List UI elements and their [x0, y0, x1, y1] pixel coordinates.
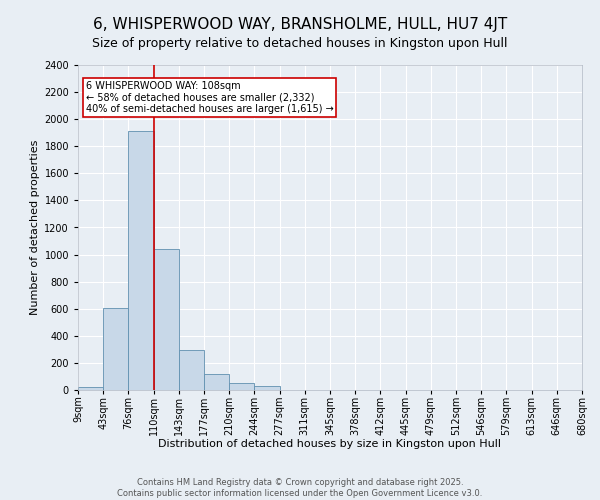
Text: Contains HM Land Registry data © Crown copyright and database right 2025.
Contai: Contains HM Land Registry data © Crown c…: [118, 478, 482, 498]
Text: Size of property relative to detached houses in Kingston upon Hull: Size of property relative to detached ho…: [92, 38, 508, 51]
Text: 6, WHISPERWOOD WAY, BRANSHOLME, HULL, HU7 4JT: 6, WHISPERWOOD WAY, BRANSHOLME, HULL, HU…: [93, 18, 507, 32]
Bar: [229, 383, 254, 390]
Bar: [78, 388, 103, 390]
Bar: [254, 386, 280, 390]
X-axis label: Distribution of detached houses by size in Kingston upon Hull: Distribution of detached houses by size …: [158, 439, 502, 449]
Bar: [154, 249, 179, 390]
Y-axis label: Number of detached properties: Number of detached properties: [30, 140, 40, 315]
Bar: [128, 132, 154, 390]
Bar: [204, 374, 229, 390]
Bar: [179, 350, 204, 390]
Bar: [103, 308, 128, 390]
Text: 6 WHISPERWOOD WAY: 108sqm
← 58% of detached houses are smaller (2,332)
40% of se: 6 WHISPERWOOD WAY: 108sqm ← 58% of detac…: [86, 81, 334, 114]
